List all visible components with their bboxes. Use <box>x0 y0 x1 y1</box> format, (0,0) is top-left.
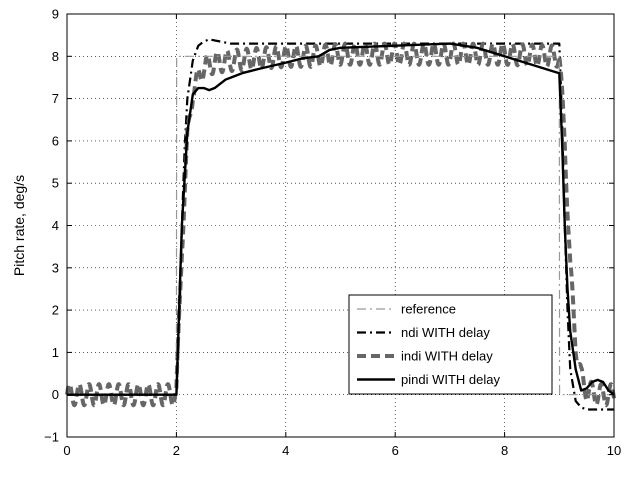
y-axis-label: Pitch rate, deg/s <box>11 175 27 276</box>
y-tick-label: 4 <box>52 218 59 233</box>
ticks: 0 2 4 6 8 10 −1 0 1 2 3 4 5 6 7 8 9 <box>44 7 621 459</box>
legend-label: indi WITH delay <box>401 349 493 364</box>
y-tick-label: 6 <box>52 133 59 148</box>
y-tick-label: 9 <box>52 7 59 22</box>
y-tick-label: −1 <box>44 430 59 445</box>
x-tick-label: 4 <box>282 443 289 458</box>
y-tick-label: 8 <box>52 49 59 64</box>
x-tick-label: 2 <box>173 443 180 458</box>
x-tick-label: 0 <box>63 443 70 458</box>
y-tick-label: 2 <box>52 303 59 318</box>
x-tick-label: 10 <box>607 443 621 458</box>
legend-box <box>348 294 553 395</box>
legend-label: ndi WITH delay <box>401 325 490 340</box>
y-tick-label: 1 <box>52 345 59 360</box>
legend-label: pindi WITH delay <box>401 372 500 387</box>
y-tick-label: 7 <box>52 91 59 106</box>
y-tick-label: 3 <box>52 260 59 275</box>
y-tick-label: 0 <box>52 387 59 402</box>
legend: reference ndi WITH delay indi WITH delay pi… <box>348 294 553 395</box>
legend-label: reference <box>401 302 456 317</box>
series-group <box>65 38 616 411</box>
x-tick-label: 8 <box>501 443 508 458</box>
x-tick-label: 6 <box>392 443 399 458</box>
series-line-2 <box>65 41 616 408</box>
y-tick-label: 5 <box>52 176 59 191</box>
series-line-3 <box>67 42 615 396</box>
